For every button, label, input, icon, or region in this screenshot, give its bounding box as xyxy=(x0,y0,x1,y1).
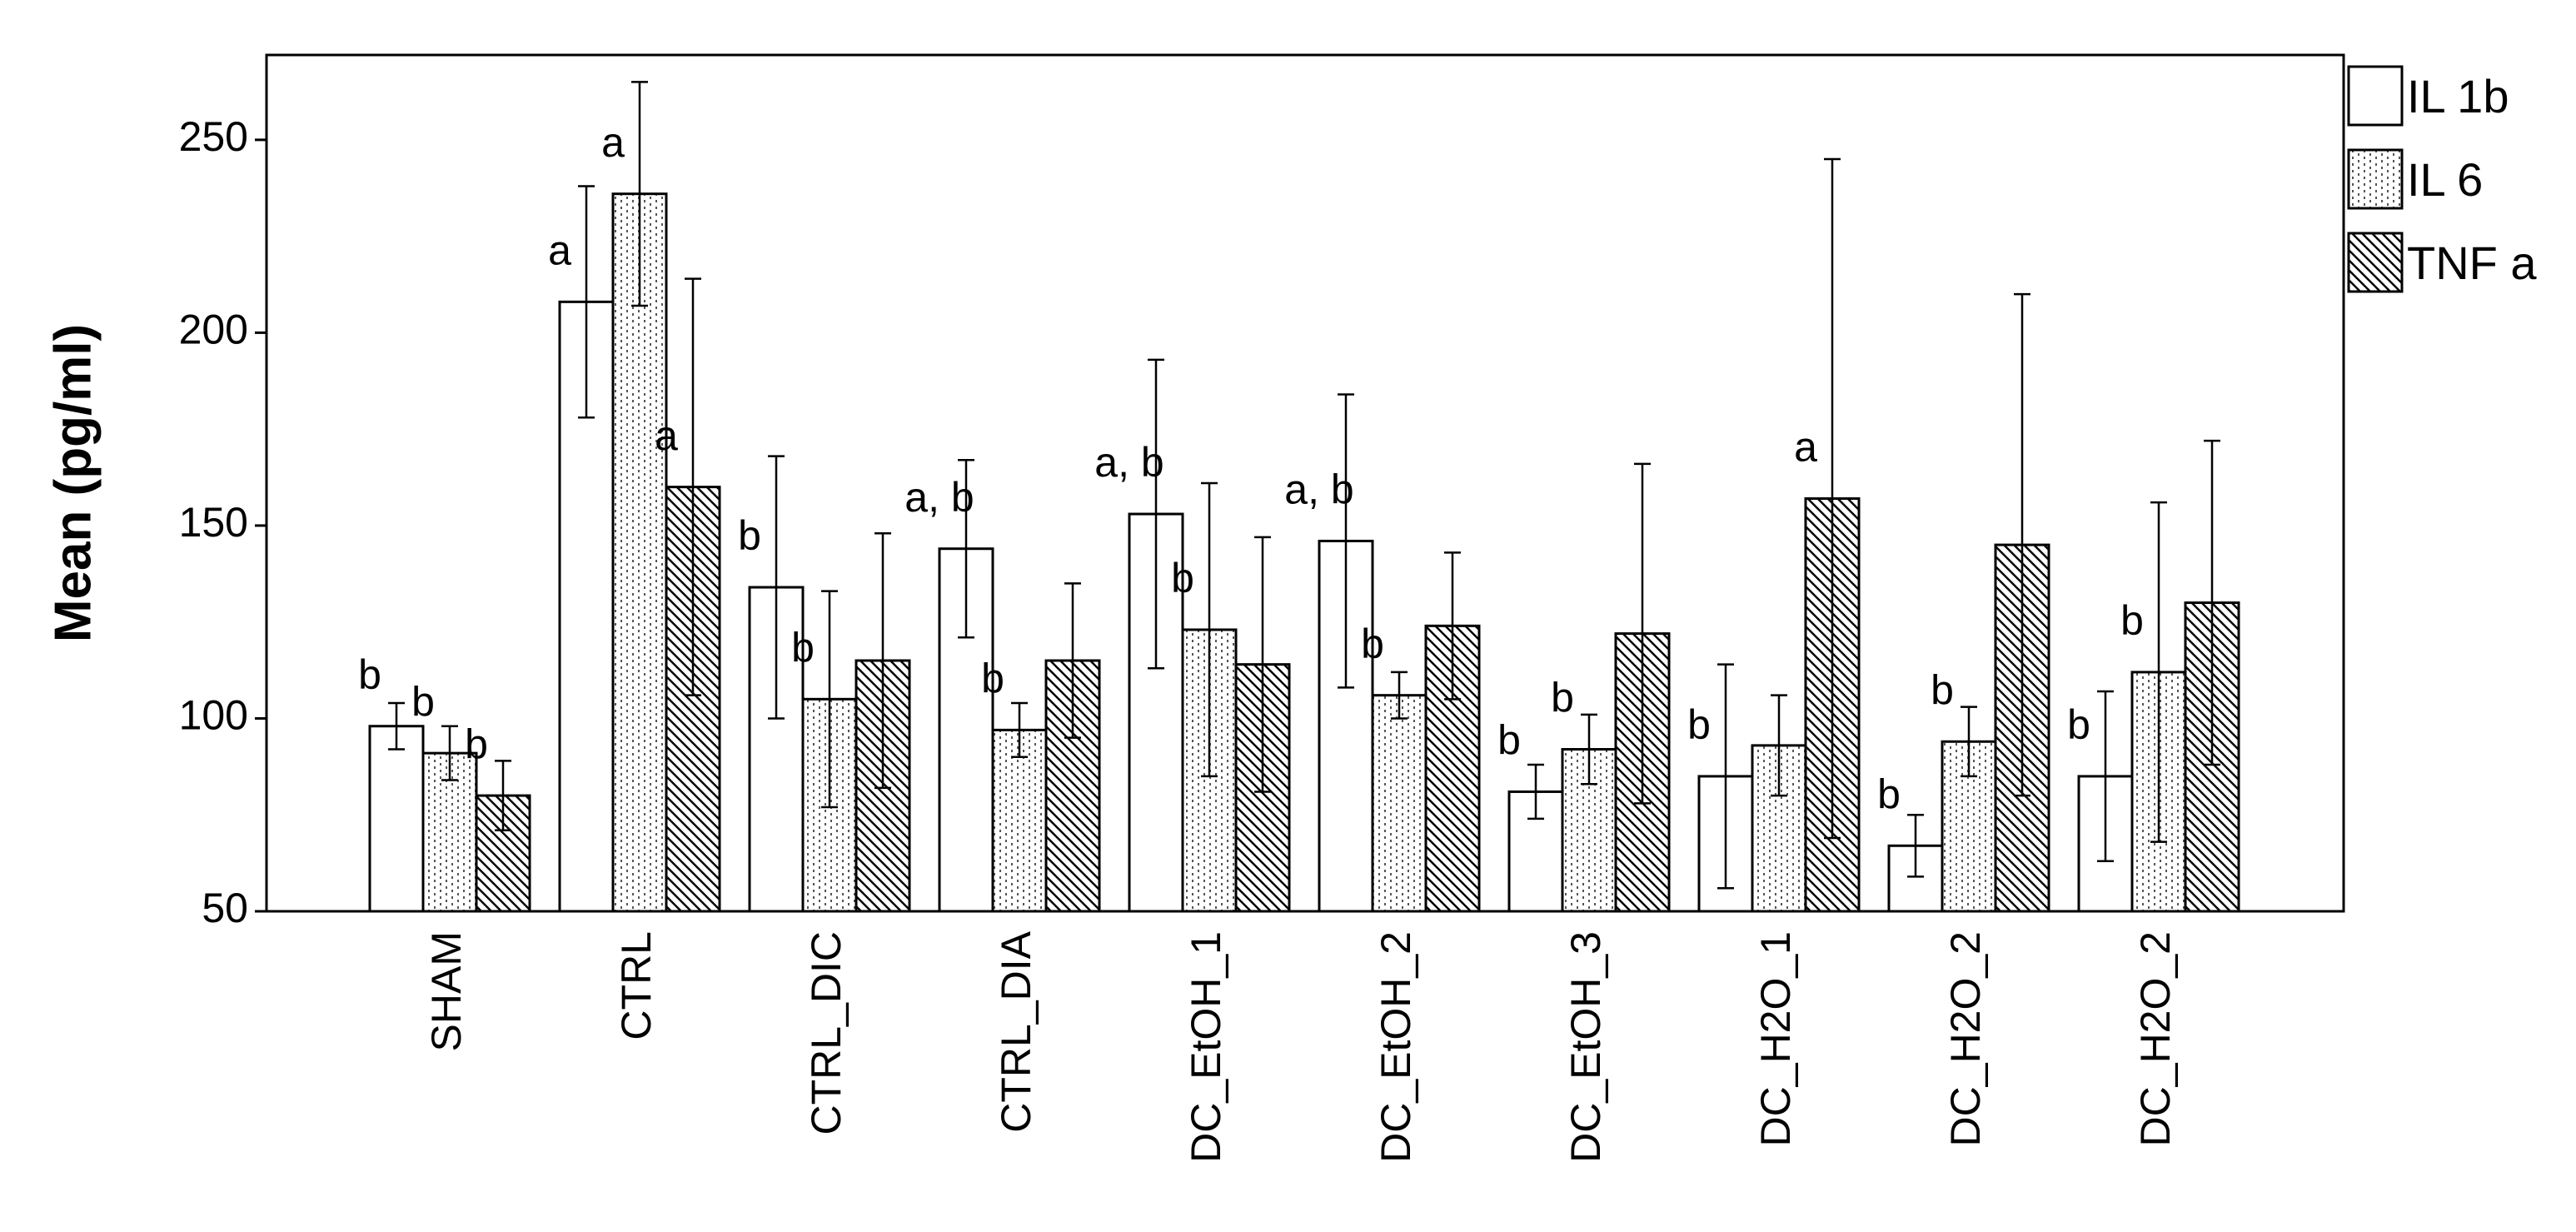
error-bar xyxy=(1581,713,1597,786)
error-bar xyxy=(1824,157,1841,840)
error-bar xyxy=(1148,358,1164,670)
error-bar xyxy=(2014,292,2030,797)
bar xyxy=(1371,694,1428,913)
significance-label: b xyxy=(1497,717,1521,764)
significance-label: a, b xyxy=(1284,466,1353,513)
x-tick-label: CTRL_DIA xyxy=(993,930,1039,1132)
bar xyxy=(368,725,425,913)
error-bar xyxy=(388,701,405,751)
error-bar xyxy=(2150,501,2167,843)
x-tick-label: DC_H2O_1 xyxy=(1752,931,1799,1146)
error-bar xyxy=(1254,536,1271,793)
significance-label: a xyxy=(1794,424,1817,471)
significance-label: b xyxy=(1361,621,1384,667)
legend-label: IL 6 xyxy=(2407,153,2483,206)
y-tick-label: 50 xyxy=(202,885,248,931)
error-bar xyxy=(685,277,701,696)
significance-label: a xyxy=(655,412,678,459)
error-bar xyxy=(1338,393,1354,689)
error-bar xyxy=(874,531,891,790)
significance-label: b xyxy=(2120,597,2144,644)
significance-label: b xyxy=(1171,555,1194,601)
error-bar xyxy=(821,590,838,809)
x-tick-label: DC_EtOH_2 xyxy=(1373,931,1419,1163)
x-tick-label: DC_H2O_2 xyxy=(2132,931,2179,1146)
error-bar xyxy=(1527,763,1544,821)
error-bar xyxy=(2204,439,2220,766)
significance-label: b xyxy=(738,512,761,559)
x-tick-label: CTRL xyxy=(613,931,660,1040)
error-bar xyxy=(958,458,974,639)
error-bar xyxy=(1771,694,1787,797)
error-bar xyxy=(2097,690,2114,863)
error-bar xyxy=(1717,663,1734,890)
y-tick-label: 150 xyxy=(179,499,248,546)
error-bar xyxy=(441,725,458,781)
error-bar xyxy=(631,81,648,307)
significance-label: b xyxy=(791,625,815,671)
significance-label: a, b xyxy=(904,474,974,521)
significance-label: b xyxy=(1877,771,1901,817)
error-bar xyxy=(578,185,595,419)
significance-label: b xyxy=(1687,701,1711,748)
legend-swatch xyxy=(2347,148,2404,210)
legend-swatch xyxy=(2347,65,2404,127)
error-bar xyxy=(1907,813,1924,878)
error-bar xyxy=(1201,481,1218,778)
significance-label: b xyxy=(1931,666,1954,713)
y-tick-label: 100 xyxy=(179,692,248,739)
legend-swatch xyxy=(2347,232,2404,293)
significance-label: a xyxy=(601,119,625,166)
legend-label: TNF a xyxy=(2407,237,2537,289)
error-bar xyxy=(1634,462,1651,805)
error-bar xyxy=(495,760,511,832)
error-bar xyxy=(768,455,785,720)
y-tick-label: 200 xyxy=(179,307,248,353)
error-bar xyxy=(1391,671,1408,720)
y-tick-label: 250 xyxy=(179,113,248,160)
error-bar xyxy=(1961,706,1977,778)
y-axis-label: Mean (pg/ml) xyxy=(44,324,102,642)
significance-label: b xyxy=(411,678,435,725)
significance-label: b xyxy=(358,651,381,698)
x-tick-label: DC_EtOH_1 xyxy=(1183,931,1229,1163)
significance-label: a, b xyxy=(1094,439,1163,486)
significance-label: a xyxy=(548,227,571,274)
error-bar xyxy=(1064,582,1081,739)
x-tick-label: DC_EtOH_3 xyxy=(1562,931,1609,1163)
x-tick-label: CTRL_DIC xyxy=(803,931,850,1135)
plot-area xyxy=(265,53,2345,913)
x-tick-label: SHAM xyxy=(423,931,470,1051)
significance-label: b xyxy=(2067,701,2090,748)
significance-label: b xyxy=(1551,675,1574,721)
legend-label: IL 1b xyxy=(2407,70,2509,122)
significance-label: b xyxy=(981,656,1004,702)
x-tick-label: DC_H2O_2 xyxy=(1942,931,1989,1146)
error-bar xyxy=(1011,701,1028,759)
error-bar xyxy=(1444,551,1461,701)
significance-label: b xyxy=(465,721,488,767)
